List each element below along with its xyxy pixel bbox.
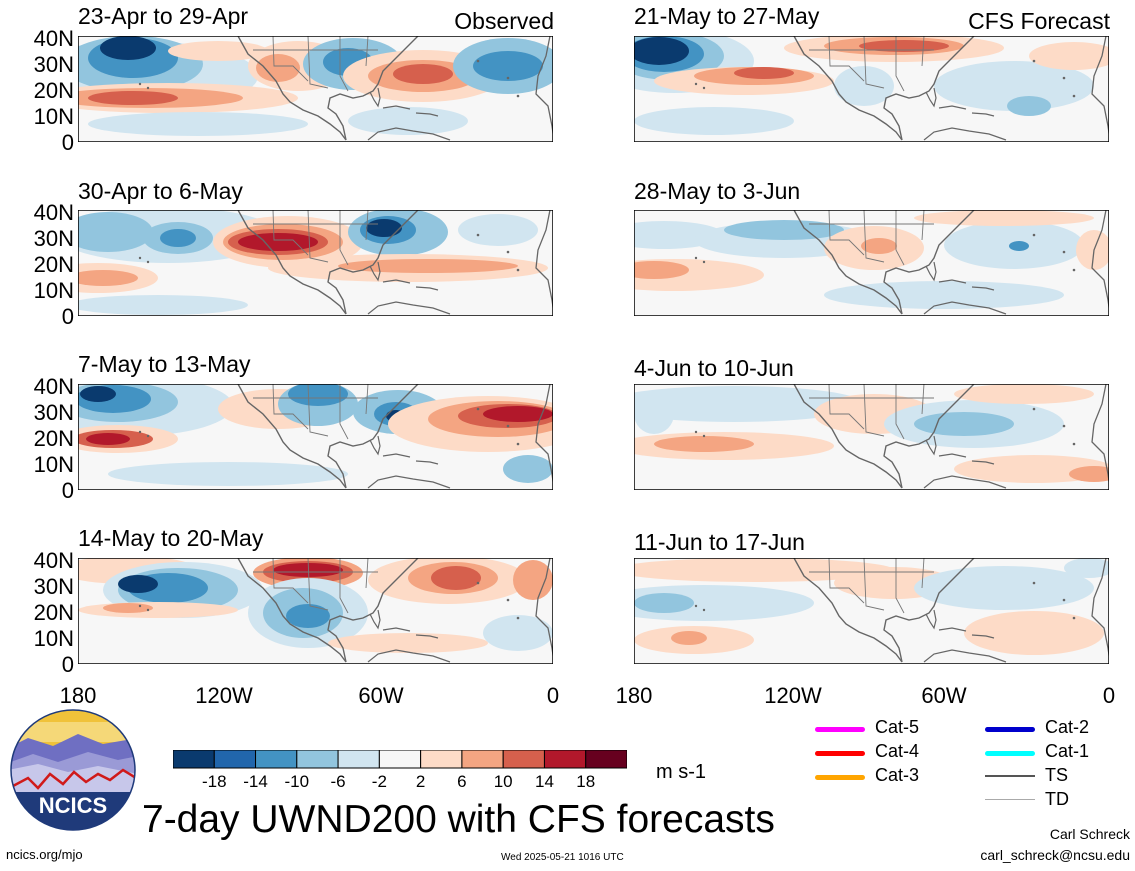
colorbar-swatch <box>502 750 545 769</box>
legend-label-cat-4: Cat-4 <box>875 741 920 761</box>
lat-tick-20n: 20N <box>33 426 74 451</box>
legend-line-cat-5 <box>815 727 865 732</box>
colorbar-swatch <box>213 750 257 769</box>
colorbar-tick-label: -10 <box>284 772 310 791</box>
map-panel-observed-4 <box>78 558 553 664</box>
colorbar-swatch <box>543 750 587 769</box>
legend-label-cat-5: Cat-5 <box>875 717 920 737</box>
author-name: Carl Schreck <box>1049 826 1130 842</box>
legend-line-cat-2 <box>985 727 1035 732</box>
legend-line-cat-4 <box>815 751 865 756</box>
lat-tick-20n: 20N <box>33 78 74 103</box>
map-panel-forecast-2 <box>634 210 1109 316</box>
panel-title-observed-1: 23-Apr to 29-Apr <box>78 3 249 29</box>
panel-title-observed-3: 7-May to 13-May <box>78 351 251 377</box>
legend-line-td <box>985 799 1035 800</box>
colorbar-tick-label: 2 <box>415 772 426 791</box>
lat-tick-10n: 10N <box>33 452 74 477</box>
lat-tick-0: 0 <box>61 304 74 329</box>
colorbar-tick-label: 6 <box>457 772 467 791</box>
ncics-logo: NCICS <box>10 709 136 831</box>
lat-tick-30n: 30N <box>33 574 74 599</box>
map-panel-observed-2 <box>78 210 553 316</box>
map-panel-forecast-4 <box>634 558 1109 664</box>
chart-title: 7-day UWND200 with CFS forecasts <box>142 798 775 841</box>
lon-tick-60w: 60W <box>358 683 404 708</box>
colorbar-tick-label: 10 <box>493 772 513 791</box>
lat-tick-10n: 10N <box>33 104 74 129</box>
legend-line-cat-3 <box>815 775 865 780</box>
colorbar-swatch <box>255 750 298 769</box>
colorbar-tick-label: -18 <box>201 772 227 791</box>
lon-tick-120w: 120W <box>195 683 253 708</box>
colorbar-tick-label: -6 <box>330 772 346 791</box>
map-panel-observed-3 <box>78 384 553 490</box>
lat-tick-20n: 20N <box>33 252 74 277</box>
colorbar-tick-label: -2 <box>371 772 387 791</box>
author-email[interactable]: carl_schreck@ncsu.edu <box>980 847 1130 863</box>
lat-tick-0: 0 <box>61 652 74 677</box>
timestamp: Wed 2025-05-21 1016 UTC <box>501 852 624 863</box>
lon-tick-180: 180 <box>615 683 653 708</box>
map-panel-observed-1 <box>78 36 553 142</box>
panel-title-forecast-4: 11-Jun to 17-Jun <box>634 529 805 555</box>
legend-line-ts <box>985 775 1035 777</box>
colorbar-tick-label: 18 <box>576 772 596 791</box>
legend-label-cat-2: Cat-2 <box>1045 717 1090 737</box>
legend-line-cat-1 <box>985 751 1035 756</box>
colorbar <box>173 750 627 769</box>
colorbar-swatch <box>296 750 339 769</box>
panel-title-forecast-1: 21-May to 27-May <box>634 3 820 29</box>
panel-title-observed-2: 30-Apr to 6-May <box>78 178 243 204</box>
colorbar-swatch <box>585 750 627 769</box>
colorbar-swatch <box>337 750 380 769</box>
section-label-forecast: CFS Forecast <box>968 8 1110 34</box>
colorbar-unit: m s-1 <box>656 761 706 783</box>
lat-tick-30n: 30N <box>33 52 74 77</box>
panel-title-forecast-2: 28-May to 3-Jun <box>634 178 801 204</box>
lon-tick-0: 0 <box>546 683 560 708</box>
colorbar-swatch <box>173 750 215 769</box>
legend-label-cat-3: Cat-3 <box>875 765 920 785</box>
lat-tick-40n: 40N <box>33 26 74 51</box>
legend-label-cat-1: Cat-1 <box>1045 741 1090 761</box>
colorbar-swatch <box>378 750 422 769</box>
lat-tick-20n: 20N <box>33 600 74 625</box>
legend-label-td: TD <box>1045 789 1069 809</box>
lat-tick-40n: 40N <box>33 200 74 225</box>
legend-label-ts: TS <box>1045 765 1069 785</box>
section-label-observed: Observed <box>454 8 554 34</box>
lat-tick-40n: 40N <box>33 548 74 573</box>
lat-tick-0: 0 <box>61 478 74 503</box>
lat-tick-0: 0 <box>61 130 74 155</box>
source-url[interactable]: ncics.org/mjo <box>6 847 83 862</box>
colorbar-swatch <box>420 750 463 769</box>
lon-tick-180: 180 <box>59 683 97 708</box>
lon-tick-120w: 120W <box>764 683 822 708</box>
panel-title-observed-4: 14-May to 20-May <box>78 525 264 551</box>
map-panel-forecast-3 <box>634 384 1109 490</box>
colorbar-tick-label: 14 <box>534 772 554 791</box>
lat-tick-30n: 30N <box>33 226 74 251</box>
lat-tick-10n: 10N <box>33 626 74 651</box>
lat-tick-10n: 10N <box>33 278 74 303</box>
logo-text: NCICS <box>39 793 107 818</box>
lon-tick-60w: 60W <box>921 683 967 708</box>
lon-tick-0: 0 <box>1102 683 1116 708</box>
map-panel-forecast-1 <box>634 36 1109 142</box>
lat-tick-30n: 30N <box>33 400 74 425</box>
colorbar-swatch <box>461 750 504 769</box>
lat-tick-40n: 40N <box>33 374 74 399</box>
colorbar-tick-label: -14 <box>243 772 268 791</box>
panel-title-forecast-3: 4-Jun to 10-Jun <box>634 355 794 381</box>
